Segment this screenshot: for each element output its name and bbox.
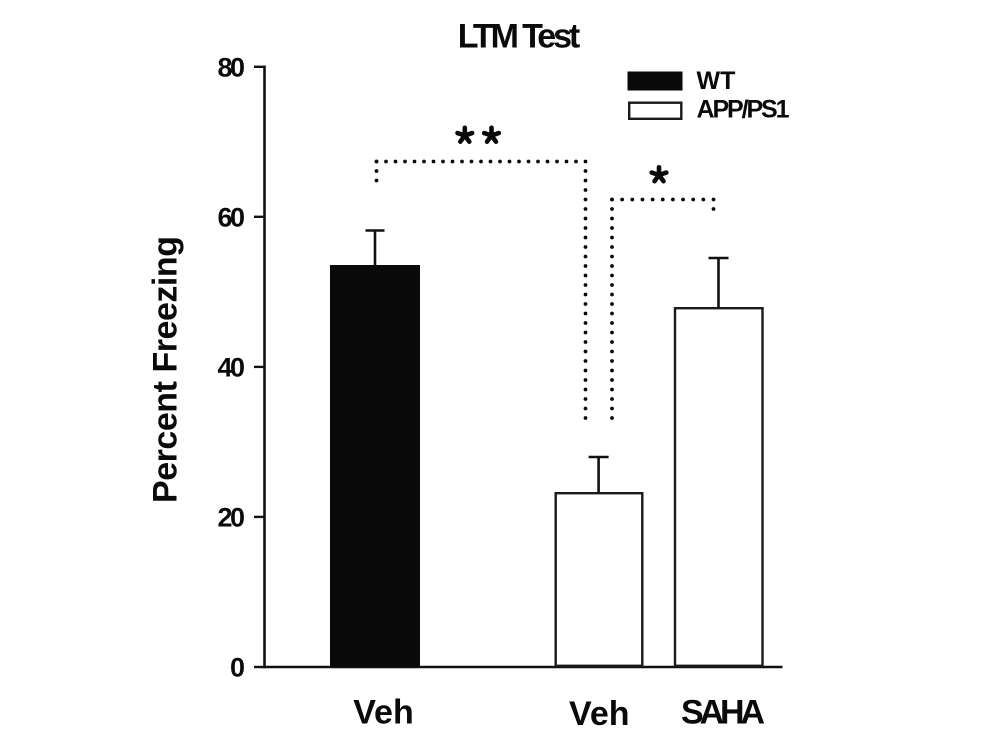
svg-text:Veh: Veh (353, 694, 413, 732)
svg-text:60: 60 (218, 202, 246, 232)
svg-text:40: 40 (218, 352, 246, 382)
svg-text:80: 80 (218, 52, 246, 82)
svg-text:20: 20 (218, 502, 246, 532)
svg-text:Percent Freezing: Percent Freezing (147, 236, 185, 503)
svg-text:SAHA: SAHA (681, 694, 765, 732)
svg-text:LTM Test: LTM Test (458, 17, 581, 55)
svg-text:APP/PS1: APP/PS1 (697, 95, 790, 123)
svg-text:0: 0 (230, 652, 245, 682)
svg-text:WT: WT (697, 67, 736, 95)
svg-text:Veh: Veh (569, 695, 629, 733)
